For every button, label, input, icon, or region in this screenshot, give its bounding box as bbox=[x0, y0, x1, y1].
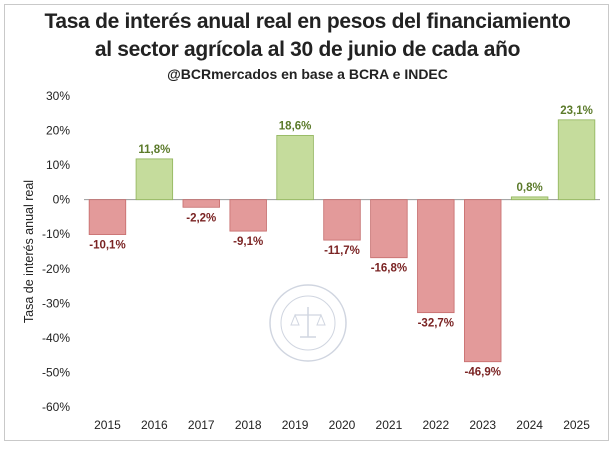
data-label: -11,7% bbox=[324, 245, 360, 257]
bar-2018 bbox=[229, 199, 267, 232]
bar-2015 bbox=[88, 199, 127, 235]
bar-2019 bbox=[276, 134, 314, 201]
data-label: 0,8% bbox=[517, 182, 543, 194]
x-tick-label: 2025 bbox=[563, 418, 590, 432]
data-label: -10,1% bbox=[89, 240, 125, 252]
x-tick-label: 2020 bbox=[329, 418, 356, 432]
x-tick-label: 2022 bbox=[422, 418, 449, 432]
data-label: -9,1% bbox=[233, 236, 263, 248]
data-label: -2,2% bbox=[186, 212, 216, 224]
data-label: -46,9% bbox=[465, 367, 501, 379]
x-tick-label: 2019 bbox=[282, 418, 309, 432]
bar-2017 bbox=[182, 199, 220, 208]
x-tick-label: 2016 bbox=[141, 418, 168, 432]
watermark-seal bbox=[269, 284, 347, 362]
bar-2025 bbox=[557, 119, 596, 201]
y-axis-label: Tasa de interés anual real bbox=[22, 180, 36, 323]
bar-2021 bbox=[370, 199, 408, 259]
bar-2023 bbox=[464, 199, 502, 363]
y-tick-label: -60% bbox=[42, 400, 70, 414]
data-label: -32,7% bbox=[418, 318, 454, 330]
data-label: 18,6% bbox=[279, 120, 312, 132]
y-tick-label: -30% bbox=[42, 296, 70, 310]
bar-2020 bbox=[323, 199, 361, 241]
x-tick-label: 2018 bbox=[235, 418, 262, 432]
y-tick-label: 30% bbox=[46, 89, 70, 103]
y-tick-label: -40% bbox=[42, 331, 70, 345]
x-tick-label: 2023 bbox=[469, 418, 496, 432]
bar-2024 bbox=[510, 196, 549, 201]
chart-title-line-1: Tasa de interés anual real en pesos del … bbox=[44, 10, 571, 33]
y-tick-label: -50% bbox=[42, 365, 70, 379]
y-tick-label: 0% bbox=[53, 193, 71, 207]
bar-2016 bbox=[135, 158, 174, 201]
y-tick-label: -20% bbox=[42, 262, 70, 276]
y-tick-label: 20% bbox=[46, 124, 70, 138]
x-tick-label: 2021 bbox=[376, 418, 403, 432]
data-label: 11,8% bbox=[138, 144, 170, 156]
chart-title-line-2: al sector agrícola al 30 de junio de cad… bbox=[94, 38, 521, 61]
x-tick-label: 2024 bbox=[516, 418, 543, 432]
x-tick-label: 2015 bbox=[94, 418, 121, 432]
y-tick-label: 10% bbox=[46, 158, 70, 172]
data-label: 23,1% bbox=[560, 105, 593, 117]
chart-subtitle: @BCRmercados en base a BCRA e INDEC bbox=[167, 66, 448, 82]
y-tick-label: -10% bbox=[42, 227, 70, 241]
bar-2022 bbox=[417, 199, 455, 314]
x-tick-label: 2017 bbox=[188, 418, 215, 432]
data-label: -16,8% bbox=[371, 263, 407, 275]
